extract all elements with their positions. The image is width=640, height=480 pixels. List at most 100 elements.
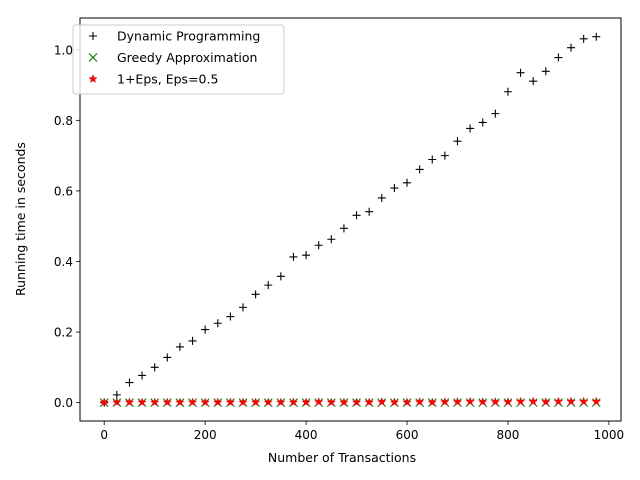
data-point — [440, 151, 449, 160]
legend-label: Dynamic Programming — [117, 29, 260, 44]
data-point — [428, 155, 437, 164]
data-point — [137, 397, 147, 407]
data-point — [125, 378, 134, 387]
data-point — [163, 353, 172, 362]
data-point — [339, 397, 349, 407]
data-point — [377, 193, 386, 202]
y-tick-label: 1.0 — [54, 43, 73, 57]
x-tick-label: 800 — [497, 428, 520, 442]
data-point — [567, 43, 576, 52]
x-tick-label: 400 — [295, 428, 318, 442]
data-point — [478, 397, 488, 406]
data-point — [515, 396, 526, 406]
x-axis-ticks: 0 200 400 600 800 1000 — [100, 421, 624, 442]
data-point — [187, 397, 198, 407]
data-point — [264, 281, 273, 290]
data-point — [251, 290, 260, 299]
data-point — [138, 371, 147, 380]
data-point — [465, 396, 475, 406]
data-point — [213, 319, 222, 328]
data-point — [440, 397, 450, 406]
data-point — [390, 184, 399, 193]
plot-frame — [79, 17, 622, 422]
data-point — [466, 124, 475, 133]
data-point — [403, 178, 412, 187]
data-point — [427, 397, 437, 407]
y-tick-label: 0.0 — [54, 396, 73, 410]
x-tick-label: 1000 — [594, 428, 625, 442]
legend-label: Greedy Approximation — [117, 50, 257, 65]
series-0-points — [100, 32, 601, 407]
data-point — [124, 397, 135, 407]
data-point — [351, 397, 362, 407]
data-point — [503, 397, 513, 406]
data-point — [250, 397, 261, 407]
data-point — [377, 397, 387, 406]
data-point — [452, 397, 463, 406]
data-point — [592, 32, 601, 41]
y-tick-label: 0.4 — [54, 255, 73, 269]
data-point — [150, 363, 159, 372]
data-point — [188, 336, 197, 345]
y-axis-label: Running time in seconds — [13, 142, 28, 296]
data-point — [289, 252, 298, 261]
data-point — [162, 397, 172, 407]
data-point — [503, 87, 512, 96]
data-point — [239, 303, 248, 312]
data-point — [276, 272, 285, 281]
data-point — [225, 397, 236, 407]
data-point — [414, 397, 425, 406]
data-point — [402, 397, 412, 407]
data-point — [528, 396, 538, 406]
data-point — [415, 165, 424, 174]
data-point — [516, 68, 525, 77]
data-marks — [99, 32, 601, 408]
x-axis-label: Number of Transactions — [268, 450, 416, 465]
data-point — [541, 67, 550, 76]
x-tick-label: 200 — [194, 428, 217, 442]
data-point — [276, 397, 286, 407]
data-point — [99, 397, 109, 407]
data-point — [175, 342, 184, 351]
data-point — [365, 207, 374, 216]
data-point — [491, 109, 500, 118]
data-point — [201, 325, 210, 334]
data-point — [453, 137, 462, 146]
data-point — [579, 34, 588, 43]
data-point — [490, 397, 500, 406]
data-point — [302, 251, 311, 260]
y-tick-label: 0.6 — [54, 184, 73, 198]
data-point — [238, 397, 248, 407]
data-point — [175, 397, 185, 407]
x-tick-label: 0 — [100, 428, 108, 442]
data-point — [150, 397, 160, 407]
data-point — [566, 396, 576, 406]
data-point — [389, 397, 400, 407]
data-point — [553, 396, 564, 406]
y-tick-label: 0.2 — [54, 326, 73, 340]
x-tick-label: 600 — [396, 428, 419, 442]
data-point — [314, 397, 324, 406]
data-point — [541, 397, 551, 406]
legend-marker — [89, 32, 97, 40]
data-point — [288, 397, 299, 407]
y-tick-label: 0.8 — [54, 114, 73, 128]
data-point — [314, 241, 323, 250]
data-point — [364, 397, 374, 407]
data-point — [579, 396, 589, 406]
legend-marker — [88, 53, 98, 62]
legend-marker — [88, 74, 98, 83]
data-point — [352, 211, 361, 220]
data-point — [200, 397, 210, 407]
legend-box — [72, 24, 285, 95]
data-point — [112, 397, 122, 407]
data-point — [339, 224, 348, 233]
data-point — [226, 312, 235, 321]
legend: Dynamic Programming Greedy Approximation 1… — [72, 24, 285, 95]
data-point — [591, 396, 601, 406]
data-point — [301, 397, 311, 407]
legend-label: 1+Eps, Eps=0.5 — [117, 72, 218, 87]
series-2-points — [99, 396, 601, 407]
data-point — [529, 77, 538, 86]
